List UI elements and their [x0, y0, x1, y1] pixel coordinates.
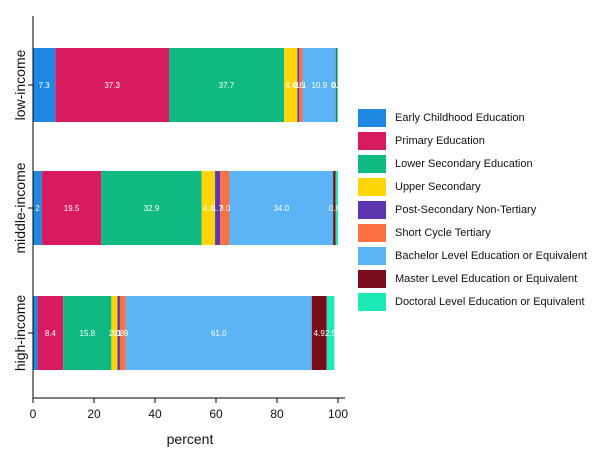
- legend-item: Short Cycle Tertiary: [358, 221, 587, 244]
- legend-swatch: [358, 154, 386, 173]
- data-label: 2: [35, 204, 40, 213]
- bar-segment: [119, 296, 126, 370]
- data-label: 4.9: [314, 329, 326, 338]
- bar-segment: [201, 171, 216, 245]
- bar-segment: [335, 171, 338, 245]
- legend-label: Post-Secondary Non-Tertiary: [395, 203, 537, 216]
- legend: Early Childhood Education Primary Educati…: [358, 106, 587, 313]
- legend-label: Upper Secondary: [395, 180, 481, 193]
- legend-swatch: [358, 292, 386, 311]
- legend-swatch: [358, 108, 386, 127]
- legend-label: Bachelor Level Education or Equivalent: [395, 249, 588, 262]
- legend-swatch: [358, 177, 386, 196]
- legend-label: Master Level Education or Equivalent: [395, 272, 578, 285]
- data-label: 0.6: [293, 81, 305, 90]
- category-label: high-income: [12, 295, 28, 371]
- data-label: 15.8: [80, 329, 96, 338]
- bar-segment: [117, 296, 120, 370]
- data-label: 37.7: [219, 81, 235, 90]
- legend-label: Primary Education: [395, 134, 485, 147]
- data-label: 7.3: [39, 81, 51, 90]
- legend-swatch: [358, 131, 386, 150]
- legend-item: Post-Secondary Non-Tertiary: [358, 198, 587, 221]
- bar-segment: [111, 296, 118, 370]
- bar-segment: [215, 171, 221, 245]
- data-label: 1.9: [117, 329, 129, 338]
- x-tick-label: 0: [30, 407, 37, 421]
- bar-segment: [311, 296, 327, 370]
- data-labels-layer: 7.3 37.3 37.7 4.40.61.1 10.9 0.30.92 19.5 32.9 4…: [35, 81, 343, 338]
- x-tick-label: 100: [328, 407, 348, 421]
- bar-segment: [220, 171, 230, 245]
- legend-swatch: [358, 246, 386, 265]
- data-label: 61.0: [211, 329, 227, 338]
- bar-segment: [333, 171, 336, 245]
- x-ticks-layer: 0 20 40 60 80 100: [30, 398, 348, 421]
- legend-item: Bachelor Level Education or Equivalent: [358, 244, 587, 267]
- legend-swatch: [358, 269, 386, 288]
- data-label: 10.9: [311, 81, 327, 90]
- data-label: 4.4: [203, 204, 215, 213]
- legend-item: Doctoral Level Education or Equivalent: [358, 290, 587, 313]
- bars-layer: [33, 48, 338, 370]
- legend-item: Early Childhood Education: [358, 106, 587, 129]
- legend-item: Lower Secondary Education: [358, 152, 587, 175]
- legend-label: Early Childhood Education: [395, 111, 525, 124]
- bar-segment: [297, 48, 300, 122]
- data-label: 0.9: [332, 81, 344, 90]
- data-label: 1.1: [295, 81, 307, 90]
- bar-segment: [302, 48, 336, 122]
- bar-segment: [125, 296, 312, 370]
- bar-segment: [299, 48, 303, 122]
- bar-segment: [326, 296, 335, 370]
- legend-swatch: [358, 223, 386, 242]
- legend-swatch: [358, 200, 386, 219]
- x-tick-label: 20: [87, 407, 101, 421]
- legend-item: Upper Secondary: [358, 175, 587, 198]
- legend-item: Master Level Education or Equivalent: [358, 267, 587, 290]
- x-tick-label: 60: [209, 407, 223, 421]
- bar-segment: [284, 48, 298, 122]
- bar-segment: [101, 171, 202, 245]
- legend-label: Lower Secondary Education: [395, 157, 533, 170]
- category-labels-layer: low-income middle-income high-income: [12, 49, 33, 371]
- x-axis-label: percent: [167, 431, 214, 447]
- data-label: 3.0: [219, 204, 231, 213]
- data-label: 19.5: [64, 204, 80, 213]
- bar-segment: [33, 171, 42, 245]
- bar-segment: [33, 296, 38, 370]
- data-label: 2.5: [325, 329, 337, 338]
- data-label: 2.0: [109, 329, 121, 338]
- bar-segment: [41, 171, 102, 245]
- data-label: 34.0: [273, 204, 289, 213]
- x-tick-label: 80: [270, 407, 284, 421]
- bar-segment: [63, 296, 112, 370]
- bar-segment: [55, 48, 170, 122]
- category-label: low-income: [12, 49, 28, 120]
- bar-segment: [169, 48, 285, 122]
- data-label: 0.3: [331, 81, 343, 90]
- data-label: 0.8: [329, 204, 341, 213]
- data-label: 32.9: [144, 204, 160, 213]
- data-label: 1.7: [212, 204, 224, 213]
- legend-item: Primary Education: [358, 129, 587, 152]
- data-label: 8.4: [45, 329, 57, 338]
- bar-segment: [37, 296, 64, 370]
- legend-label: Short Cycle Tertiary: [395, 226, 491, 239]
- data-label: 0.8: [113, 329, 125, 338]
- bar-segment: [335, 48, 337, 122]
- data-label: 4.4: [285, 81, 297, 90]
- data-label: 37.3: [104, 81, 120, 90]
- x-tick-label: 40: [148, 407, 162, 421]
- legend-label: Doctoral Level Education or Equivalent: [395, 295, 585, 308]
- bar-segment: [336, 48, 338, 122]
- bar-segment: [33, 48, 56, 122]
- bar-segment: [229, 171, 334, 245]
- category-label: middle-income: [12, 162, 28, 253]
